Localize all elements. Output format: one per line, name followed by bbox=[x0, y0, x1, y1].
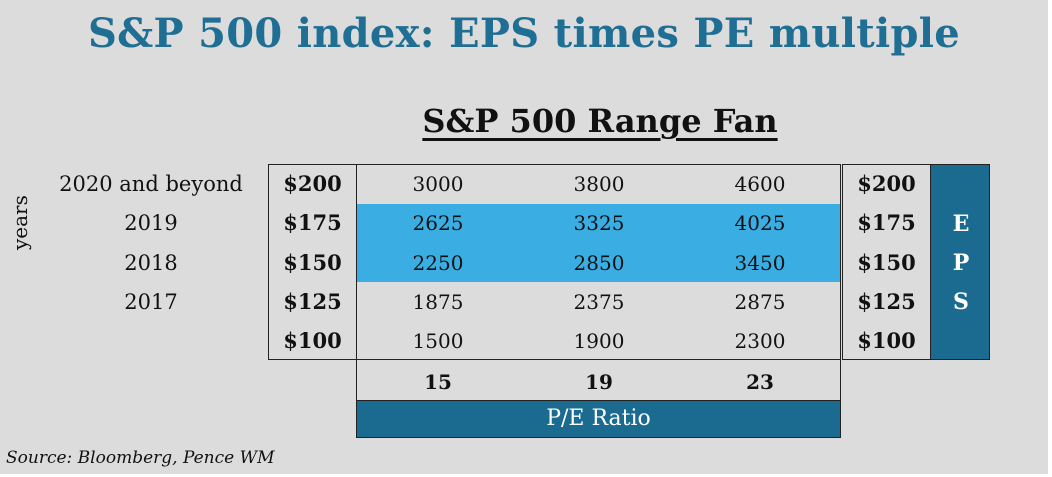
eps-letter-s: S bbox=[953, 289, 969, 315]
value-cell: 1875 bbox=[412, 290, 464, 314]
right-eps-label-3: $125 bbox=[857, 289, 916, 314]
eps-letter-p: P bbox=[952, 250, 970, 276]
value-cell: 2625 bbox=[412, 211, 464, 235]
left-eps-label-3: $125 bbox=[283, 289, 342, 314]
right-eps-label-1: $175 bbox=[857, 210, 916, 235]
value-cell: 1900 bbox=[573, 329, 625, 353]
value-cell: 3450 bbox=[734, 251, 786, 275]
right-eps-label-0: $200 bbox=[857, 171, 916, 196]
value-cell: 2875 bbox=[734, 290, 786, 314]
left-eps-label-4: $100 bbox=[283, 328, 342, 353]
chart-title: S&P 500 index: EPS times PE multiple bbox=[87, 10, 961, 57]
pe-value-label: 19 bbox=[585, 370, 613, 394]
eps-axis-box: E P S bbox=[930, 164, 990, 360]
right-eps-label-2: $150 bbox=[857, 250, 916, 275]
value-cell: 2250 bbox=[412, 251, 464, 275]
value-cell: 1500 bbox=[412, 329, 464, 353]
left-eps-label-2: $150 bbox=[283, 250, 342, 275]
eps-letter-e: E bbox=[952, 211, 970, 237]
year-label-1: 2019 bbox=[124, 211, 178, 235]
pe-value-label: 15 bbox=[424, 370, 452, 394]
value-cell: 2850 bbox=[573, 251, 625, 275]
pe-value-label: 23 bbox=[746, 370, 774, 394]
year-label-4 bbox=[48, 322, 254, 360]
year-label-0: 2020 and beyond bbox=[59, 172, 243, 196]
source-note: Source: Bloomberg, Pence WM bbox=[6, 448, 275, 468]
chart-subtitle: S&P 500 Range Fan bbox=[422, 102, 778, 140]
y-axis-label: years bbox=[8, 195, 32, 250]
value-cell: 3800 bbox=[573, 172, 625, 196]
right-eps-label-4: $100 bbox=[857, 328, 916, 353]
year-label-2: 2018 bbox=[124, 251, 178, 275]
value-cell: 4600 bbox=[734, 172, 786, 196]
value-cell: 4025 bbox=[734, 211, 786, 235]
year-label-3: 2017 bbox=[124, 290, 178, 314]
left-eps-label-0: $200 bbox=[283, 171, 342, 196]
value-cell: 2375 bbox=[573, 290, 625, 314]
highlight-band bbox=[357, 204, 840, 282]
value-cell: 3325 bbox=[573, 211, 625, 235]
value-cell: 3000 bbox=[412, 172, 464, 196]
left-eps-label-1: $175 bbox=[283, 210, 342, 235]
x-axis-label: P/E Ratio bbox=[356, 400, 841, 438]
value-cell: 2300 bbox=[734, 329, 786, 353]
